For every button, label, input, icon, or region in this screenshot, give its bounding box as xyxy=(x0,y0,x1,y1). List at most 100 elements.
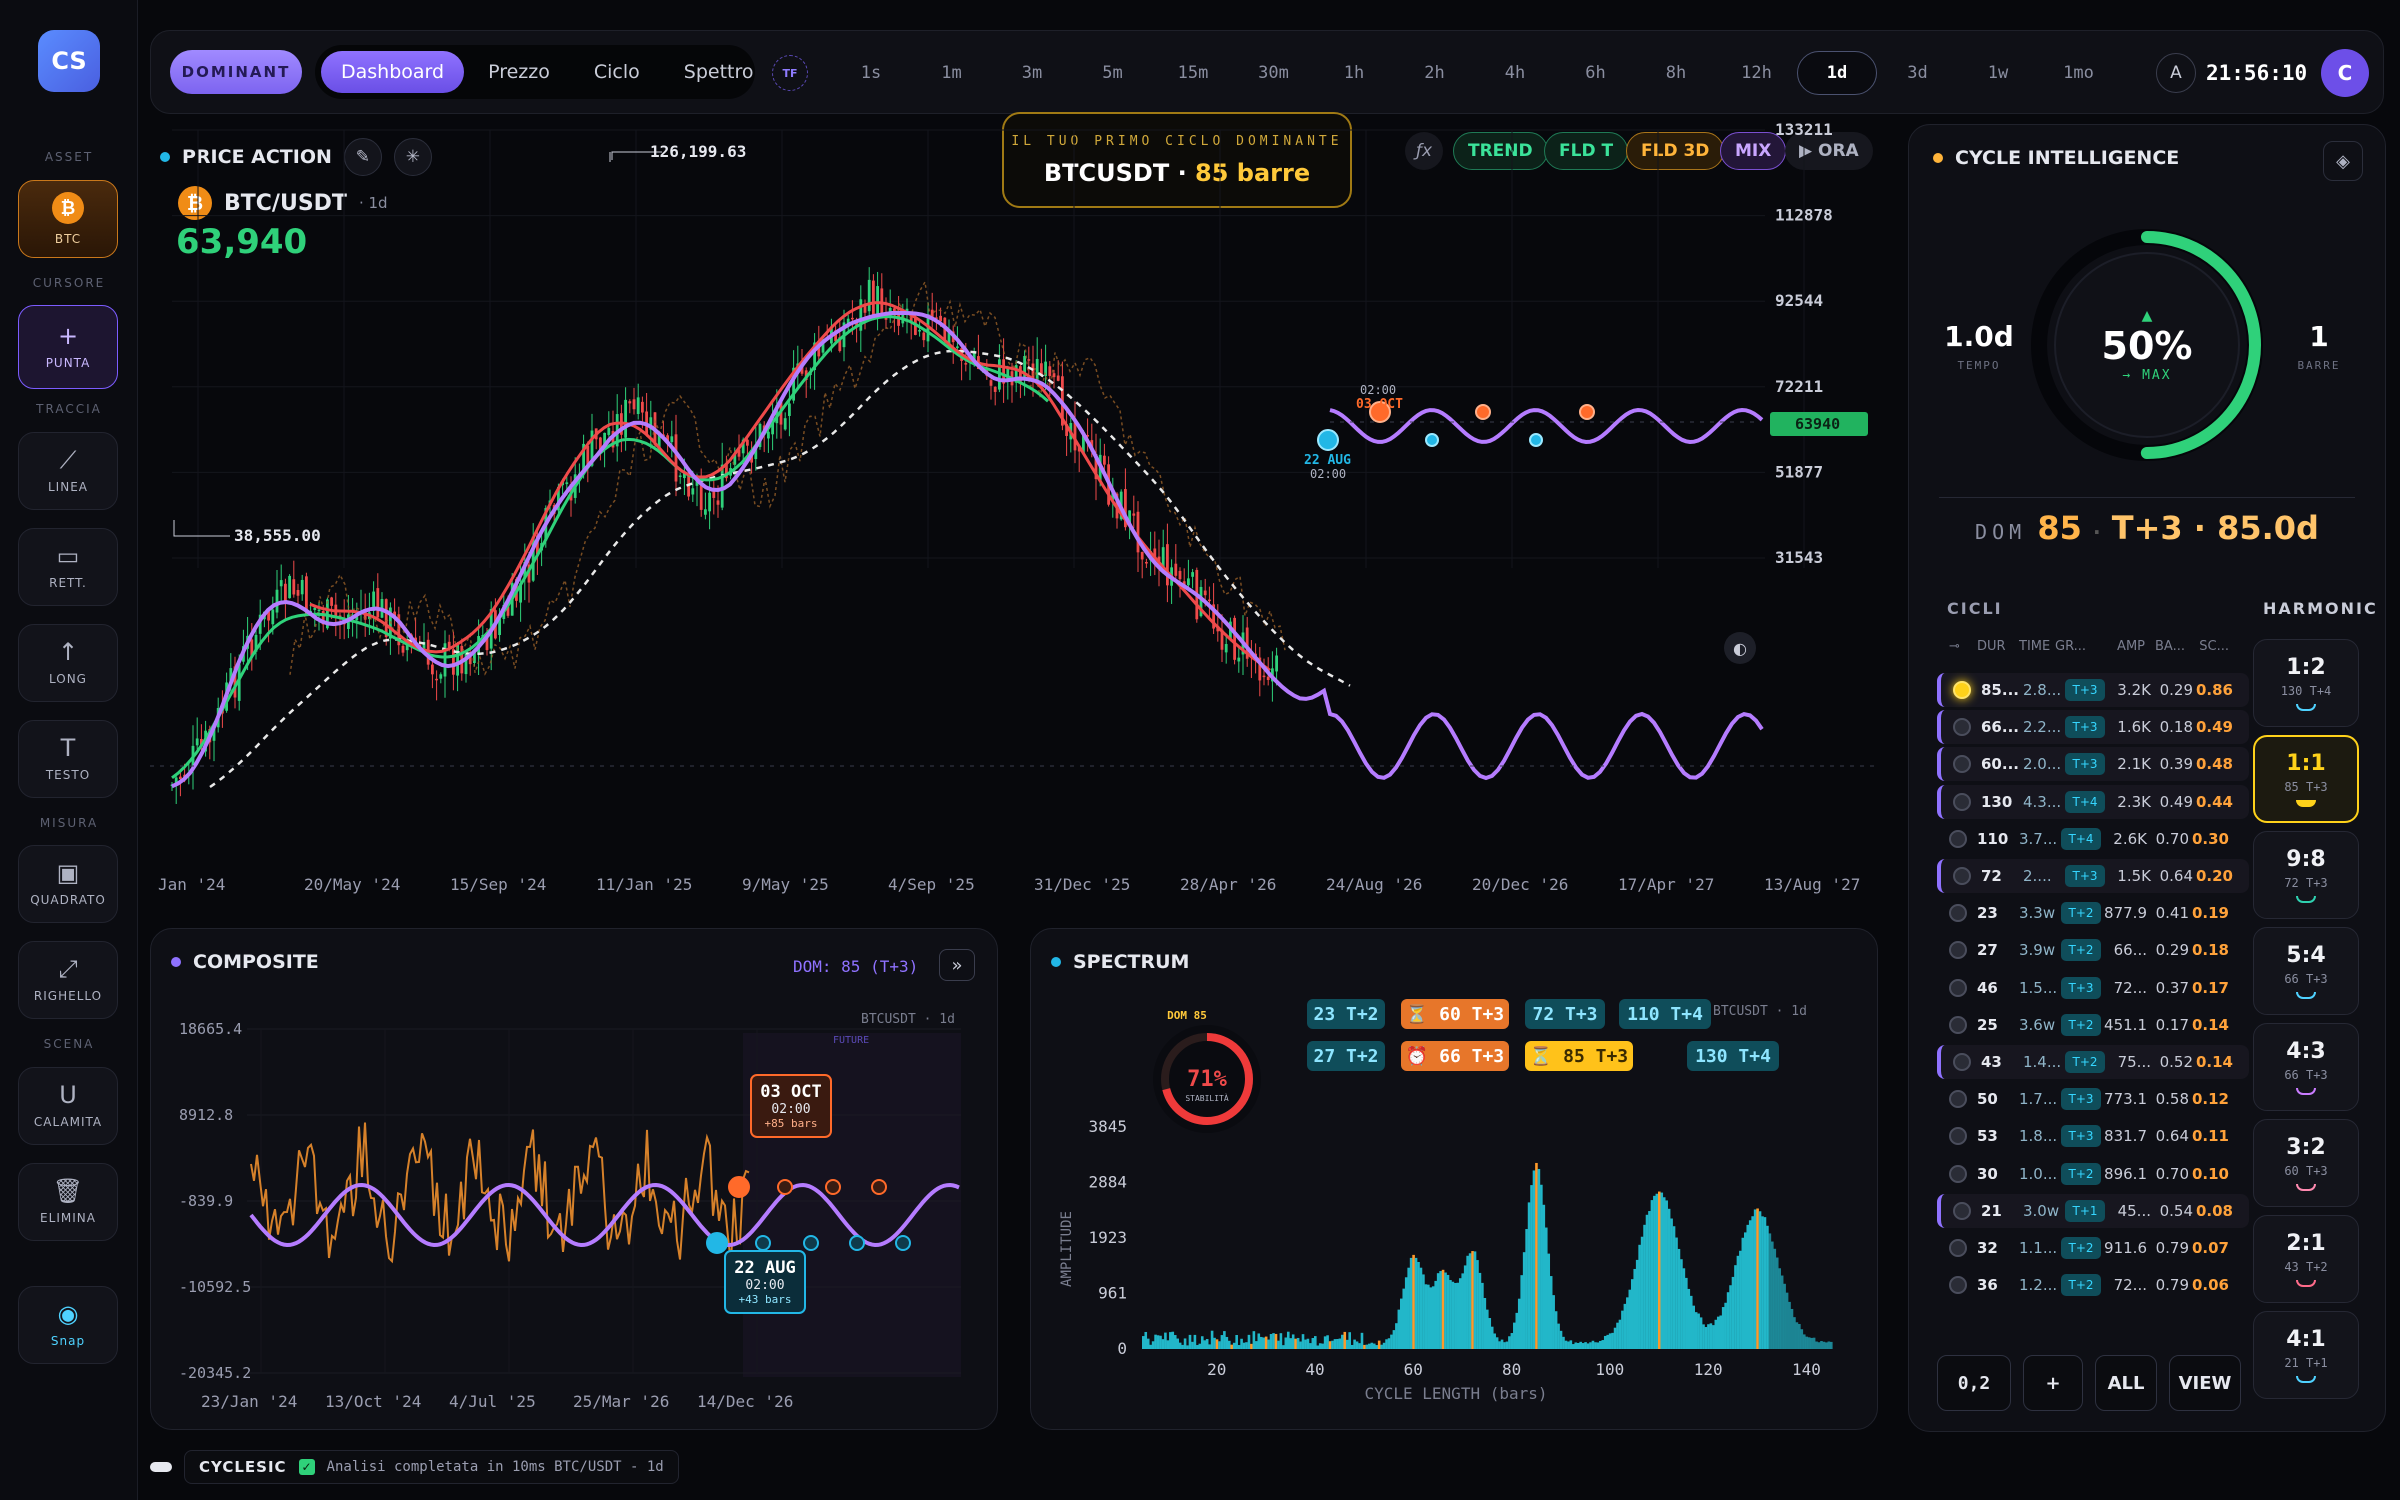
cycle-row[interactable]: 21 3.0w T+1 45... 0.54 0.08 xyxy=(1937,1193,2249,1228)
col-sc[interactable]: SC... xyxy=(2199,639,2229,654)
row-radio[interactable] xyxy=(1949,829,1967,848)
harmonic-card[interactable]: 5:4 66 T+3 xyxy=(2253,927,2359,1015)
tool-rett-button[interactable]: ▭ RETT. xyxy=(18,528,118,606)
cycle-row[interactable]: 25 3.6w T+2 451.1 0.17 0.14 xyxy=(1937,1008,2249,1042)
tool-righello-button[interactable]: ⤢ RIGHELLO xyxy=(18,941,118,1019)
timeframe-6h[interactable]: 6h xyxy=(1585,63,1606,83)
tool-linea-button[interactable]: ⟋ LINEA xyxy=(18,432,118,510)
cycle-row[interactable]: 27 3.9w T+2 66... 0.29 0.18 xyxy=(1937,933,2249,967)
nav-spettro[interactable]: Spettro xyxy=(683,61,754,83)
cycle-row[interactable]: 53 1.8... T+3 831.7 0.64 0.11 xyxy=(1937,1119,2249,1153)
row-radio[interactable] xyxy=(1949,1239,1967,1257)
cycle-row[interactable]: 66... 2.2... T+3 1.6K 0.18 0.49 xyxy=(1937,710,2249,745)
composite-chart[interactable]: FUTURE BTCUSDT · 1d 18665.4 8912.8 -839.9 -10… xyxy=(151,929,999,1431)
harmonic-card[interactable]: 1:2 130 T+4 xyxy=(2253,639,2359,727)
cycle-row[interactable]: 72 2.... T+3 1.5K 0.64 0.20 xyxy=(1937,859,2249,893)
snap-button[interactable]: ◉ Snap xyxy=(18,1286,118,1364)
row-radio[interactable] xyxy=(1953,867,1971,885)
col-ba[interactable]: BA... xyxy=(2155,639,2185,654)
timeframe-2h[interactable]: 2h xyxy=(1424,63,1445,83)
timeframe-3d[interactable]: 3d xyxy=(1907,63,1928,83)
settings-icon[interactable]: ✳ xyxy=(393,138,432,176)
contrast-icon[interactable]: ◐ xyxy=(1724,632,1756,664)
timeframe-1mo[interactable]: 1mo xyxy=(2063,63,2094,83)
col-dur[interactable]: DUR xyxy=(1977,639,2006,654)
cycle-row[interactable]: 85... 2.8... T+3 3.2K 0.29 0.86 xyxy=(1937,673,2249,707)
row-radio[interactable] xyxy=(1949,941,1967,960)
harmonic-card[interactable]: 4:3 66 T+3 xyxy=(2253,1023,2359,1111)
cycle-row[interactable]: 30 1.0... T+2 896.1 0.70 0.10 xyxy=(1937,1157,2249,1191)
chip-fld-t[interactable]: FLD T xyxy=(1544,132,1629,170)
all-button[interactable]: ALL xyxy=(2095,1355,2157,1411)
spectrum-chart[interactable]: BTCUSDT · 1d DOM 85 71%STABILITÀ 23 T+2 ⏳ 60… xyxy=(1031,929,1879,1431)
row-radio[interactable] xyxy=(1949,1127,1967,1146)
tool-quadrato-button[interactable]: ▣ QUADRATO xyxy=(18,845,118,923)
toggle-icon[interactable] xyxy=(150,1462,172,1472)
row-radio[interactable] xyxy=(1953,718,1971,737)
row-radio[interactable] xyxy=(1953,681,1971,699)
row-radio[interactable] xyxy=(1949,1015,1967,1034)
app-logo[interactable]: CS xyxy=(38,30,100,92)
harmonic-card[interactable]: 1:1 85 T+3 xyxy=(2253,735,2359,823)
harmonic-card[interactable]: 3:2 60 T+3 xyxy=(2253,1119,2359,1207)
timeframe-5m[interactable]: 5m xyxy=(1102,63,1123,83)
asset-btc-button[interactable]: ₿ BTC xyxy=(18,180,118,258)
row-radio[interactable] xyxy=(1949,1276,1967,1295)
pencil-icon[interactable]: ✎ xyxy=(343,138,382,176)
col-time[interactable]: TIME xyxy=(2019,639,2051,654)
row-radio[interactable] xyxy=(1949,978,1967,997)
tool-calamita-button[interactable]: U CALAMITA xyxy=(18,1067,118,1145)
timeframe-12h[interactable]: 12h xyxy=(1741,63,1772,83)
row-radio[interactable] xyxy=(1953,755,1971,774)
row-radio[interactable] xyxy=(1953,792,1971,811)
nav-dashboard[interactable]: Dashboard xyxy=(321,51,465,93)
nav-ciclo[interactable]: Ciclo xyxy=(593,61,640,83)
cycle-row[interactable]: 32 1.1... T+2 911.6 0.79 0.07 xyxy=(1937,1231,2249,1265)
timeframe-1s[interactable]: 1s xyxy=(860,63,882,83)
cycle-row[interactable]: 60... 2.0... T+3 2.1K 0.39 0.48 xyxy=(1937,747,2249,782)
harmonic-card[interactable]: 4:1 21 T+1 xyxy=(2253,1311,2359,1399)
timeframe-30m[interactable]: 30m xyxy=(1258,63,1289,83)
timeframe-1w[interactable]: 1w xyxy=(1987,63,2009,83)
layers-icon[interactable]: ◈ xyxy=(2323,141,2363,181)
row-radio[interactable] xyxy=(1949,1090,1967,1109)
harmonic-card[interactable]: 2:1 43 T+2 xyxy=(2253,1215,2359,1303)
nav-prezzo[interactable]: Prezzo xyxy=(488,61,550,83)
timeframe-8h[interactable]: 8h xyxy=(1665,63,1687,83)
chip-ora[interactable]: ▶ ORA xyxy=(1785,132,1873,170)
timeframe-15m[interactable]: 15m xyxy=(1177,63,1209,83)
col-amp[interactable]: AMP xyxy=(2117,639,2145,654)
timeframe-1d[interactable]: 1d xyxy=(1797,51,1877,95)
tool-testo-button[interactable]: T TESTO xyxy=(18,720,118,798)
threshold-input[interactable]: 0,2 xyxy=(1937,1355,2011,1411)
chip-fld-3d[interactable]: FLD 3D xyxy=(1626,132,1725,170)
cycle-row[interactable]: 130 4.3... T+4 2.3K 0.49 0.44 xyxy=(1937,784,2249,819)
tool-long-button[interactable]: ↑ LONG xyxy=(18,624,118,702)
auto-button[interactable]: A xyxy=(2156,53,2196,93)
expand-button[interactable]: » xyxy=(939,949,975,981)
timeframe-4h[interactable]: 4h xyxy=(1504,63,1526,83)
avatar[interactable]: C xyxy=(2321,49,2369,97)
cycle-row[interactable]: 46 1.5... T+3 72... 0.37 0.17 xyxy=(1937,971,2249,1005)
cycle-row[interactable]: 43 1.4... T+2 75... 0.52 0.14 xyxy=(1937,1045,2249,1079)
row-radio[interactable] xyxy=(1949,1164,1967,1183)
timeframe-3m[interactable]: 3m xyxy=(1021,63,1043,83)
col-gr[interactable]: GR... xyxy=(2055,639,2087,654)
cycle-row[interactable]: 50 1.7... T+3 773.1 0.58 0.12 xyxy=(1937,1082,2249,1116)
cycle-row[interactable]: 23 3.3w T+2 877.9 0.41 0.19 xyxy=(1937,896,2249,930)
fx-button[interactable]: ƒx xyxy=(1405,132,1443,170)
timeframe-1h[interactable]: 1h xyxy=(1343,63,1365,83)
chip-mix[interactable]: MIX xyxy=(1720,132,1787,170)
timeframe-icon[interactable]: TF xyxy=(772,55,808,91)
harmonic-card[interactable]: 9:8 72 T+3 xyxy=(2253,831,2359,919)
dominant-button[interactable]: DOMINANT xyxy=(170,50,302,94)
timeframe-1m[interactable]: 1m xyxy=(941,63,962,83)
tool-punta-button[interactable]: + PUNTA xyxy=(18,305,118,389)
row-radio[interactable] xyxy=(1953,1201,1971,1220)
tool-elimina-button[interactable]: 🗑 ELIMINA xyxy=(18,1163,118,1241)
view-button[interactable]: VIEW xyxy=(2169,1355,2241,1411)
chip-trend[interactable]: TREND xyxy=(1453,132,1548,170)
cycle-row[interactable]: 36 1.2... T+2 72... 0.79 0.06 xyxy=(1937,1268,2249,1302)
row-radio[interactable] xyxy=(1949,904,1967,923)
